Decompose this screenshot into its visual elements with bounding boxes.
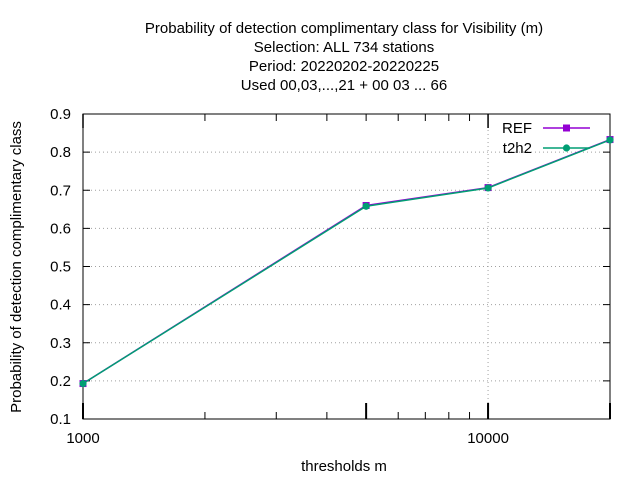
y-tick-label: 0.5 bbox=[50, 259, 71, 276]
legend-marker bbox=[563, 124, 570, 132]
legend-marker bbox=[562, 144, 571, 152]
y-tick-label: 0.7 bbox=[50, 182, 71, 199]
y-axis-label: Probability of detection complimentary c… bbox=[8, 121, 25, 413]
legend: REF t2h2 bbox=[502, 120, 590, 157]
chart-title: Probability of detection complimentary c… bbox=[145, 20, 543, 94]
y-tick-label: 0.8 bbox=[50, 144, 71, 161]
x-tick-label: 1000 bbox=[66, 430, 99, 447]
data-point bbox=[362, 202, 370, 210]
x-tick-label: 10000 bbox=[467, 430, 509, 447]
series-layer bbox=[79, 136, 614, 388]
title-line-4: Used 00,03,...,21 + 00 03 ... 66 bbox=[241, 77, 447, 94]
grid bbox=[83, 114, 610, 419]
data-point bbox=[79, 379, 87, 388]
plot-border bbox=[82, 113, 611, 420]
y-tick-label: 0.9 bbox=[50, 106, 71, 123]
y-tick-label: 0.6 bbox=[50, 220, 71, 237]
y-tick-label: 0.1 bbox=[50, 411, 71, 428]
series-line-ref bbox=[82, 138, 611, 385]
y-tick-label: 0.3 bbox=[50, 335, 71, 352]
title-line-3: Period: 20220202-20220225 bbox=[249, 58, 439, 75]
title-line-1: Probability of detection complimentary c… bbox=[145, 20, 543, 37]
series-line-t2h2 bbox=[82, 139, 611, 385]
y-tick-label: 0.2 bbox=[50, 373, 71, 390]
legend-label-t2h2: t2h2 bbox=[503, 140, 532, 157]
data-point bbox=[606, 136, 614, 144]
y-tick-label: 0.4 bbox=[50, 297, 71, 314]
data-point bbox=[484, 184, 492, 192]
legend-label-ref: REF bbox=[502, 120, 532, 137]
x-axis-label: thresholds m bbox=[301, 458, 387, 475]
axes: 0.1 0.2 0.3 0.4 0.5 0.6 0.7 0.8 0.9 1000 10000 bbox=[50, 106, 611, 447]
title-line-2: Selection: ALL 734 stations bbox=[254, 39, 434, 56]
